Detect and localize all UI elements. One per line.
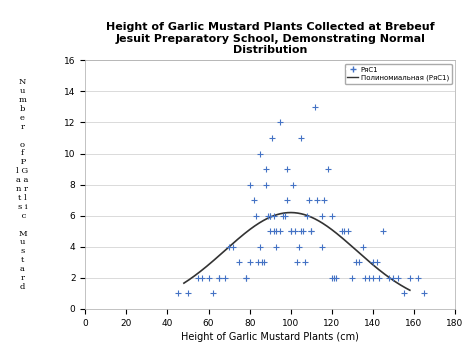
Point (385, 275, 393, 280)
Point (277, 228, 284, 234)
Point (305, 197, 313, 203)
Point (369, 275, 377, 280)
Point (328, 213, 336, 219)
Point (273, 228, 280, 234)
Point (215, 275, 223, 280)
Point (268, 135, 276, 141)
Point (375, 275, 383, 280)
Point (369, 260, 377, 265)
Point (311, 104, 319, 110)
Point (348, 275, 356, 280)
Text: N
u
m
b
e
r

o
f
 P
l G
a a
n r
t l
s i
 c

M
u
s
t
a
r
d: N u m b e r o f P l G a a n r t l s i c … (16, 78, 28, 291)
Point (246, 260, 254, 265)
Point (324, 166, 331, 172)
Point (287, 228, 294, 234)
Point (318, 213, 325, 219)
Point (308, 228, 315, 234)
Point (174, 290, 182, 296)
Point (264, 213, 272, 219)
Point (406, 275, 414, 280)
Point (338, 228, 346, 234)
Point (236, 260, 243, 265)
Point (258, 260, 266, 265)
Point (297, 228, 305, 234)
Point (361, 275, 368, 280)
Point (252, 213, 260, 219)
Point (400, 290, 408, 296)
Point (221, 275, 229, 280)
Point (279, 213, 286, 219)
Point (194, 275, 202, 280)
Point (299, 228, 307, 234)
Point (328, 275, 336, 280)
Point (229, 244, 237, 250)
Point (373, 260, 381, 265)
Point (379, 228, 387, 234)
Point (297, 135, 305, 141)
Point (225, 244, 233, 250)
Point (289, 182, 297, 187)
Point (345, 228, 352, 234)
Point (394, 275, 401, 280)
Point (420, 290, 428, 296)
Point (273, 244, 280, 250)
Point (414, 275, 422, 280)
Point (266, 228, 274, 234)
Point (246, 182, 254, 187)
Point (254, 260, 262, 265)
Point (330, 275, 337, 280)
Point (281, 213, 288, 219)
Point (355, 260, 362, 265)
Point (318, 244, 325, 250)
Point (303, 213, 311, 219)
Point (277, 120, 284, 125)
Point (256, 244, 264, 250)
Point (266, 213, 274, 219)
Point (266, 213, 274, 219)
Point (209, 290, 217, 296)
Point (291, 228, 299, 234)
Point (262, 182, 270, 187)
Point (320, 197, 328, 203)
Point (283, 197, 291, 203)
Point (242, 275, 249, 280)
Point (256, 151, 264, 156)
Title: Height of Garlic Mustard Plants Collected at Brebeuf
Jesuit Preparatory School, : Height of Garlic Mustard Plants Collecte… (106, 22, 435, 55)
Point (250, 197, 257, 203)
Point (353, 260, 360, 265)
Point (215, 275, 223, 280)
X-axis label: Height of Garlic Mustard Plants (cm): Height of Garlic Mustard Plants (cm) (181, 332, 359, 342)
Point (242, 275, 249, 280)
Point (271, 228, 278, 234)
Point (359, 244, 366, 250)
Legend: РяС1, Полиномиальная (РяС1): РяС1, Полиномиальная (РяС1) (345, 64, 452, 84)
Point (287, 228, 294, 234)
Point (301, 260, 309, 265)
Point (340, 228, 348, 234)
Point (205, 275, 212, 280)
Point (390, 275, 397, 280)
Point (262, 166, 270, 172)
Point (184, 290, 192, 296)
Point (314, 197, 321, 203)
Point (260, 260, 268, 265)
Point (283, 166, 291, 172)
Point (332, 275, 340, 280)
Point (365, 275, 373, 280)
Point (308, 228, 315, 234)
Point (271, 213, 278, 219)
Point (295, 244, 303, 250)
Point (293, 260, 301, 265)
Point (199, 275, 206, 280)
